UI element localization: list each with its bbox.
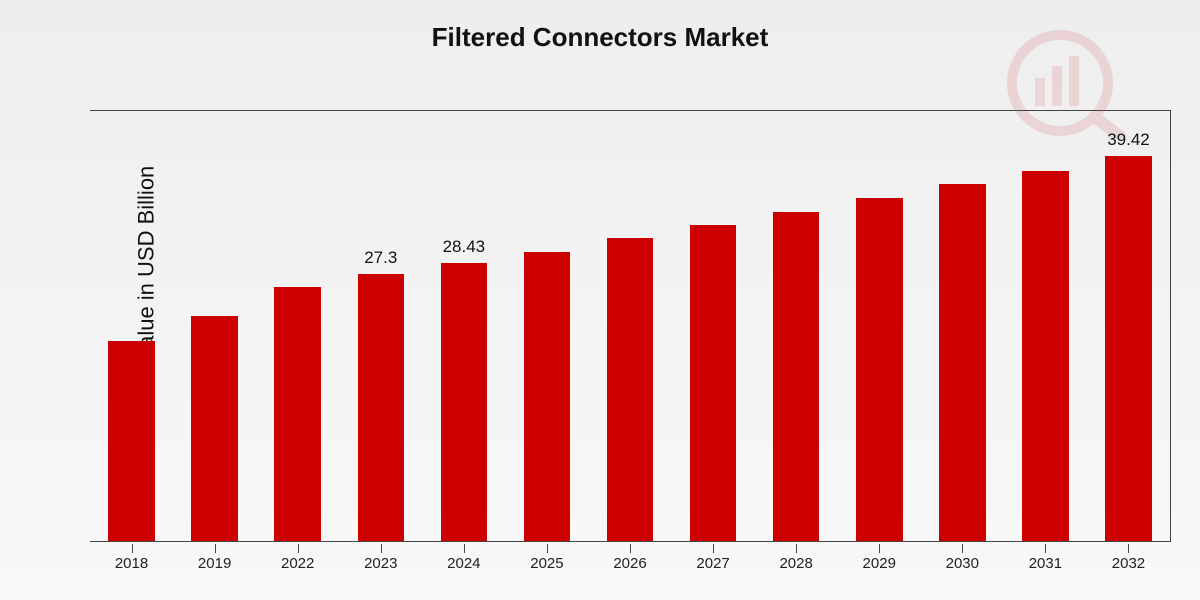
x-axis-label: 2027 <box>696 555 729 572</box>
bar <box>690 225 737 541</box>
x-tick-wrap: 2022 <box>256 544 339 574</box>
bar-slot: 39.42 <box>1087 111 1170 541</box>
bar-value-label: 28.43 <box>422 237 505 257</box>
bar <box>191 316 238 541</box>
plot-area: 27.328.43 39.42 <box>90 110 1171 542</box>
x-axis-label: 2032 <box>1112 555 1145 572</box>
x-tick <box>879 544 880 553</box>
x-tick-wrap: 2031 <box>1004 544 1087 574</box>
x-tick-wrap: 2029 <box>838 544 921 574</box>
bar-slot <box>672 111 755 541</box>
x-tick <box>215 544 216 553</box>
x-tick <box>298 544 299 553</box>
x-tick-wrap: 2027 <box>672 544 755 574</box>
x-axis-label: 2024 <box>447 555 480 572</box>
x-tick-wrap: 2025 <box>505 544 588 574</box>
bar-row: 27.328.43 39.42 <box>90 111 1170 541</box>
bar-slot <box>755 111 838 541</box>
bar-slot: 28.43 <box>422 111 505 541</box>
chart-title: Filtered Connectors Market <box>0 22 1200 53</box>
x-tick <box>381 544 382 553</box>
x-tick <box>713 544 714 553</box>
bar <box>524 252 571 541</box>
x-axis-label: 2018 <box>115 555 148 572</box>
x-axis-label: 2026 <box>613 555 646 572</box>
x-axis-label: 2022 <box>281 555 314 572</box>
x-tick <box>547 544 548 553</box>
x-axis-label: 2023 <box>364 555 397 572</box>
bar-slot <box>173 111 256 541</box>
x-tick <box>962 544 963 553</box>
x-axis-label: 2029 <box>863 555 896 572</box>
bar-slot <box>838 111 921 541</box>
x-axis-label: 2019 <box>198 555 231 572</box>
x-tick <box>464 544 465 553</box>
bar-slot: 27.3 <box>339 111 422 541</box>
chart-container: Filtered Connectors Market Market Value … <box>0 0 1200 600</box>
x-tick-wrap: 2018 <box>90 544 173 574</box>
x-tick-wrap: 2032 <box>1087 544 1170 574</box>
bar-slot <box>921 111 1004 541</box>
bar-slot <box>588 111 671 541</box>
bar <box>856 198 903 541</box>
x-tick-wrap: 2030 <box>921 544 1004 574</box>
x-tick-wrap: 2019 <box>173 544 256 574</box>
x-axis-label: 2028 <box>779 555 812 572</box>
x-axis-label: 2025 <box>530 555 563 572</box>
bar <box>358 274 405 541</box>
bar-slot <box>90 111 173 541</box>
bar-value-label: 27.3 <box>339 248 422 268</box>
x-axis-label: 2030 <box>946 555 979 572</box>
x-tick-wrap: 2028 <box>755 544 838 574</box>
x-axis-label: 2031 <box>1029 555 1062 572</box>
bar <box>274 287 321 541</box>
x-tick-wrap: 2026 <box>588 544 671 574</box>
x-tick-wrap: 2023 <box>339 544 422 574</box>
bar <box>1105 156 1152 541</box>
x-axis: 2018 2019 2022 2023 2024 2025 2026 2027 2028 2029… <box>90 544 1170 574</box>
x-tick <box>796 544 797 553</box>
bar-value-label: 39.42 <box>1087 130 1170 150</box>
x-tick <box>1128 544 1129 553</box>
bar <box>1022 171 1069 541</box>
x-tick <box>1045 544 1046 553</box>
x-tick <box>132 544 133 553</box>
bar-slot <box>505 111 588 541</box>
bar <box>773 212 820 541</box>
bar-slot <box>1004 111 1087 541</box>
x-tick <box>630 544 631 553</box>
bar <box>607 238 654 541</box>
bar-slot <box>256 111 339 541</box>
bar <box>939 184 986 541</box>
x-tick-wrap: 2024 <box>422 544 505 574</box>
bar <box>108 341 155 541</box>
bar <box>441 263 488 541</box>
